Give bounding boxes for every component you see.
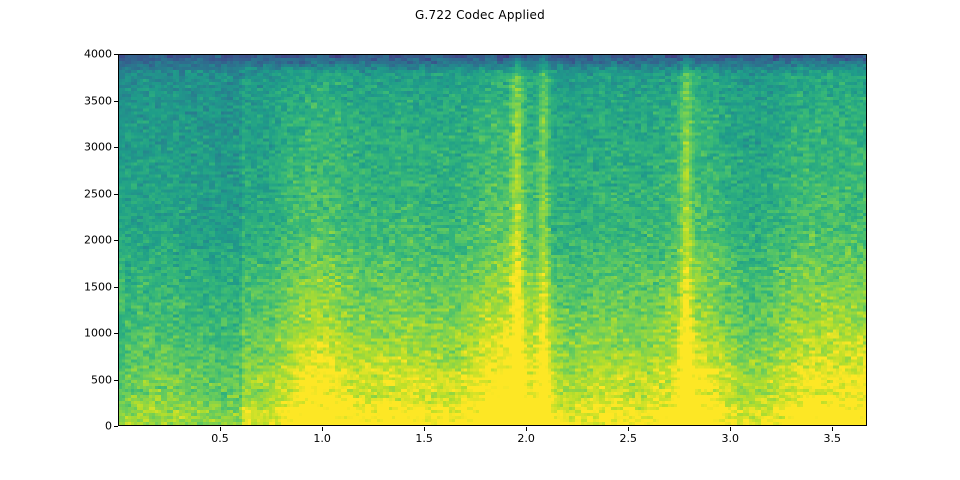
spectrogram-plot-area	[118, 54, 867, 426]
y-axis-tick-mark	[114, 194, 118, 195]
x-axis-tick-mark	[628, 427, 629, 431]
y-axis-tick-mark	[114, 426, 118, 427]
y-axis-tick-mark	[114, 333, 118, 334]
page-title: G.722 Codec Applied	[415, 8, 545, 22]
y-axis-tick-label: 2000	[84, 233, 112, 247]
y-axis-tick-mark	[114, 54, 118, 55]
y-axis-tick-label: 3500	[84, 94, 112, 107]
x-axis-tick-label: 0.5	[211, 432, 229, 445]
x-axis-tick-label: 1.5	[415, 432, 433, 445]
x-axis-tick-label: 3.5	[823, 432, 842, 445]
y-axis-tick-labels: 0 500 1000 1500 2000 2500 3000 3500 4000	[60, 0, 112, 480]
y-axis-tick-label: 0	[105, 419, 112, 433]
y-axis-tick-label: 4000	[84, 47, 112, 61]
y-axis-tick-label: 1000	[84, 326, 112, 340]
x-axis-tick-mark	[832, 427, 833, 431]
x-axis-tick-mark	[220, 427, 221, 431]
y-axis-tick-mark	[114, 101, 118, 102]
y-axis-tick-mark	[114, 147, 118, 148]
x-axis-tick-mark	[322, 427, 323, 431]
x-axis-tick-mark	[730, 427, 731, 431]
y-axis-tick-label: 1500	[84, 280, 112, 293]
y-axis-tick-mark	[114, 380, 118, 381]
spectrogram-heatmap	[119, 55, 866, 425]
y-axis-tick-mark	[114, 287, 118, 288]
y-axis-tick-mark	[114, 240, 118, 241]
x-axis-tick-label: 1.0	[313, 432, 331, 445]
x-axis-tick-mark	[424, 427, 425, 431]
x-axis-tick-mark	[526, 427, 527, 431]
x-axis-tick-label: 2.0	[517, 432, 535, 445]
y-axis-tick-label: 500	[91, 373, 112, 386]
x-axis-tick-label: 3.0	[721, 432, 740, 445]
y-axis-tick-label: 2500	[84, 187, 112, 200]
x-axis-tick-label: 2.5	[619, 432, 637, 445]
y-axis-tick-label: 3000	[84, 140, 112, 154]
